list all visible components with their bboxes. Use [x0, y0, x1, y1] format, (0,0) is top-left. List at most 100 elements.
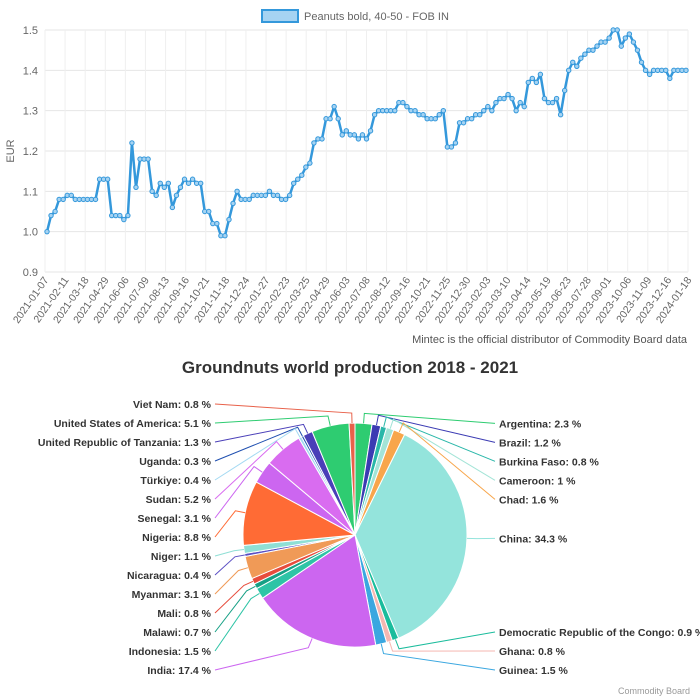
slice-label: Niger: 1.1 %: [151, 551, 212, 563]
data-point: [206, 208, 212, 215]
data-point: [311, 140, 317, 146]
data-point: [48, 212, 54, 219]
data-point: [319, 136, 325, 142]
data-point: [501, 95, 507, 102]
data-point: [351, 132, 358, 138]
slice-label: Argentina: 2.3 %: [499, 418, 582, 430]
data-point: [493, 99, 499, 106]
data-point: [638, 59, 645, 65]
data-point: [440, 107, 447, 114]
data-point: [339, 132, 345, 138]
price-line-chart: 0.91.01.11.21.31.41.52021-01-072021-02-1…: [5, 9, 695, 326]
slice-connector: [214, 427, 301, 481]
data-point: [561, 87, 568, 94]
data-point: [153, 192, 159, 199]
data-point: [392, 107, 398, 114]
data-point: [133, 184, 139, 191]
data-point: [468, 116, 475, 122]
y-tick-label: 1.2: [23, 146, 38, 158]
data-point: [521, 103, 527, 110]
data-point: [578, 55, 584, 61]
legend-swatch: [261, 9, 299, 23]
data-point: [448, 144, 455, 150]
slice-label: Democratic Republic of the Congo: 0.9 %: [499, 627, 700, 639]
slice-connector: [214, 554, 245, 576]
data-point: [371, 112, 378, 118]
slice-label: Malawi: 0.7 %: [143, 627, 211, 639]
data-point: [185, 180, 192, 186]
data-point: [117, 212, 123, 219]
slice-label: Nigeria: 8.8 %: [142, 532, 212, 544]
footer-credit: Commodity Board: [617, 686, 690, 696]
slice-label: Viet Nam: 0.8 %: [133, 399, 212, 411]
slice-connector: [383, 416, 496, 462]
data-point: [286, 192, 293, 199]
slice-connector: [389, 418, 496, 481]
y-axis-title: EUR: [5, 139, 17, 162]
data-point: [246, 196, 252, 203]
data-point: [614, 27, 620, 33]
slice-connector: [363, 412, 496, 424]
data-point: [121, 216, 127, 223]
data-point: [557, 112, 564, 118]
data-point: [663, 67, 669, 74]
source-note: Mintec is the official distributor of Co…: [412, 334, 687, 346]
data-point: [307, 160, 313, 166]
slice-label: Myanmar: 3.1 %: [132, 589, 212, 601]
data-point: [173, 192, 180, 199]
data-point: [274, 192, 281, 199]
data-point: [359, 132, 366, 138]
data-point: [541, 95, 548, 102]
slice-connector: [214, 415, 331, 426]
data-point: [436, 112, 442, 118]
data-point: [485, 103, 491, 110]
data-point: [513, 107, 519, 114]
y-tick-label: 1.5: [23, 25, 38, 37]
data-point: [222, 233, 228, 239]
slice-label: Senegal: 3.1 %: [137, 513, 211, 525]
slice-connector: [214, 440, 284, 500]
data-point: [335, 116, 341, 122]
data-point: [355, 136, 362, 142]
slice-connector: [214, 465, 263, 519]
y-tick-label: 0.9: [23, 267, 38, 279]
data-point: [68, 192, 74, 199]
data-point: [181, 176, 188, 182]
data-point: [197, 180, 204, 186]
data-point: [606, 35, 612, 41]
data-point: [594, 43, 600, 49]
data-point: [622, 35, 629, 41]
data-point: [549, 99, 556, 106]
data-point: [303, 164, 309, 170]
slice-label: Sudan: 5.2 %: [146, 494, 212, 506]
data-point: [234, 188, 240, 195]
data-point: [481, 107, 487, 114]
slice-label: Uganda: 0.3 %: [139, 456, 211, 468]
slice-connector: [214, 548, 245, 557]
data-point: [400, 99, 406, 106]
data-point: [634, 47, 641, 53]
data-point: [104, 176, 111, 182]
data-point: [92, 196, 99, 203]
data-point: [230, 200, 236, 207]
data-point: [529, 75, 536, 82]
data-point: [460, 120, 467, 126]
data-point: [412, 107, 418, 114]
y-tick-label: 1.1: [23, 186, 38, 198]
slice-label: Cameroon: 1 %: [499, 475, 576, 487]
data-point: [618, 43, 624, 49]
slice-connector: [214, 638, 313, 671]
data-point: [590, 47, 596, 53]
slice-connector: [388, 641, 496, 652]
slice-connector: [214, 580, 254, 614]
data-point: [262, 192, 269, 199]
data-point: [44, 228, 50, 235]
legend-label: Peanuts bold, 40-50 - FOB IN: [304, 11, 449, 23]
data-point: [145, 156, 151, 162]
data-point: [489, 107, 495, 114]
data-point: [295, 176, 301, 182]
data-point: [683, 67, 689, 74]
y-tick-label: 1.0: [23, 227, 38, 239]
data-point: [570, 59, 576, 65]
data-point: [165, 180, 172, 186]
